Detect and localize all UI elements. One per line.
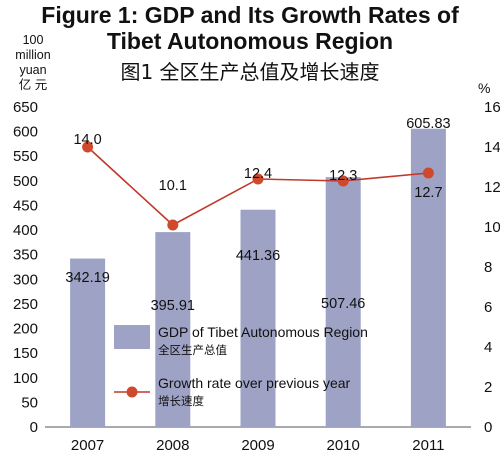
axes: 0 50 100 150 200 250 300 350 400 450 500 550 600 650 0… — [13, 99, 500, 454]
legend-marker-growth — [126, 386, 138, 398]
growth-rate-label: 12.3 — [329, 168, 357, 184]
growth-rate-point — [422, 167, 434, 179]
y-right-tick-label: 4 — [484, 339, 492, 356]
y-right-tick-label: 2 — [484, 379, 492, 396]
y-left-tick-label: 250 — [13, 296, 38, 313]
x-tick-label: 2011 — [412, 437, 444, 454]
y-right-tick-label: 14 — [484, 139, 500, 156]
y-right-tick-label: 0 — [484, 419, 492, 436]
y-right-tick-label: 10 — [484, 219, 500, 236]
y-left-tick-label: 0 — [30, 419, 38, 436]
y-left-tick-label: 50 — [21, 394, 38, 411]
y-left-tick-label: 550 — [13, 148, 38, 165]
gdp-value-label: 441.36 — [236, 248, 280, 264]
x-tick-label: 2010 — [327, 437, 360, 454]
y-left-tick-label: 350 — [13, 247, 38, 264]
growth-rate-label: 12.7 — [414, 185, 442, 201]
legend-label-gdp: GDP of Tibet Autonomous Region — [158, 324, 368, 340]
legend: GDP of Tibet Autonomous Region 全区生产总值 Grow… — [114, 324, 368, 408]
data-labels: 342.19 395.91 441.36 507.46 605.83 14.0 10.1 12… — [65, 116, 450, 314]
gdp-bar — [325, 177, 361, 427]
y-left-tick-label: 200 — [13, 321, 38, 338]
growth-rate-label: 10.1 — [159, 178, 187, 194]
growth-rate-label: 14.0 — [73, 132, 101, 148]
y-left-tick-label: 100 — [13, 370, 38, 387]
y-left-tick-label: 600 — [13, 124, 38, 141]
legend-label-gdp-cn: 全区生产总值 — [158, 343, 227, 357]
y-right-tick-label: 6 — [484, 299, 492, 316]
x-tick-label: 2007 — [71, 437, 104, 454]
y-left-tick-label: 300 — [13, 271, 38, 288]
growth-line — [82, 141, 434, 231]
y-left-tick-label: 650 — [13, 99, 38, 116]
y-right-tick-label: 12 — [484, 179, 500, 196]
y-right-tick-label: 16 — [484, 99, 500, 116]
legend-label-growth: Growth rate over previous year — [158, 375, 351, 391]
chart-title-cn: 图1 全区生产总值及增长速度 — [120, 60, 380, 84]
growth-rate-point — [167, 219, 179, 231]
gdp-value-label: 605.83 — [406, 116, 450, 132]
gdp-bar — [240, 209, 276, 427]
y-right-tick-label: 8 — [484, 259, 492, 276]
y-left-tick-label: 450 — [13, 197, 38, 214]
y-left-tick-label: 500 — [13, 173, 38, 190]
gdp-value-label: 342.19 — [65, 270, 109, 286]
growth-rate-point — [337, 175, 349, 187]
gdp-value-label: 395.91 — [151, 298, 195, 314]
y-left-tick-label: 400 — [13, 222, 38, 239]
left-axis-unit: 100 million yuan 亿 元 — [15, 33, 51, 92]
growth-rate-point — [82, 141, 94, 153]
gdp-value-label: 507.46 — [321, 296, 365, 312]
growth-rate-point — [252, 173, 264, 185]
growth-rate-label: 12.4 — [244, 166, 272, 182]
y-left-tick-label: 150 — [13, 345, 38, 362]
gdp-bar — [70, 258, 106, 427]
gdp-bar — [155, 232, 191, 427]
legend-swatch-gdp — [114, 325, 150, 349]
legend-label-growth-cn: 增长速度 — [158, 394, 204, 408]
right-axis-unit: % — [478, 80, 491, 96]
chart-title-en: Figure 1: GDP and Its Growth Rates of Ti… — [41, 2, 459, 54]
x-tick-label: 2008 — [156, 437, 189, 454]
x-tick-label: 2009 — [241, 437, 274, 454]
